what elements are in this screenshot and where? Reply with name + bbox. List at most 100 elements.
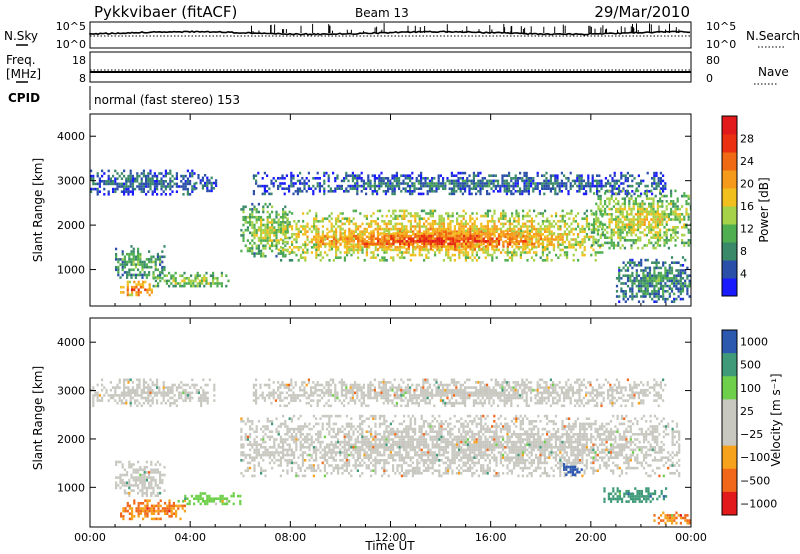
echo-cell xyxy=(413,187,416,190)
echo-cell xyxy=(284,230,287,233)
echo-cell xyxy=(568,240,571,244)
echo-cell xyxy=(641,210,644,213)
echo-cell xyxy=(362,184,365,188)
echo-cell xyxy=(482,227,485,231)
echo-cell xyxy=(389,182,392,185)
echo-cell xyxy=(279,226,282,229)
echo-cell xyxy=(570,246,573,249)
echo-cell xyxy=(356,179,359,183)
echo-cell xyxy=(150,460,153,464)
echo-cell xyxy=(449,230,452,233)
echo-cell xyxy=(253,252,256,255)
echo-cell xyxy=(204,181,207,185)
echo-cell xyxy=(588,227,591,231)
echo-cell xyxy=(315,256,318,259)
echo-cell xyxy=(653,287,656,290)
echo-cell xyxy=(156,187,159,191)
echo-cell xyxy=(608,213,611,216)
echo-cell xyxy=(135,507,138,510)
echo-cell xyxy=(268,221,271,224)
echo-cell xyxy=(163,268,166,272)
echo-cell xyxy=(464,246,467,249)
echo-cell xyxy=(318,190,321,193)
echo-cell xyxy=(139,468,142,472)
echo-cell xyxy=(128,293,131,297)
echo-cell xyxy=(388,247,391,251)
echo-cell xyxy=(187,279,190,283)
echo-cell xyxy=(674,189,677,193)
echo-cell xyxy=(541,246,544,249)
echo-cell xyxy=(478,227,481,231)
echo-cell xyxy=(617,233,620,237)
echo-cell xyxy=(597,194,600,198)
echo-cell xyxy=(609,182,612,185)
echo-cell xyxy=(559,220,562,223)
echo-cell xyxy=(271,226,274,229)
echo-cell xyxy=(173,177,176,180)
echo-cell xyxy=(394,214,397,218)
echo-cell xyxy=(116,401,119,405)
echo-cell xyxy=(517,230,520,233)
echo-cell xyxy=(172,277,175,280)
echo-cell xyxy=(103,182,106,186)
echo-cell xyxy=(501,174,504,177)
echo-cell xyxy=(544,235,547,239)
echo-cell xyxy=(162,174,165,178)
echo-cell xyxy=(291,243,294,246)
echo-cell xyxy=(631,284,634,288)
echo-cell xyxy=(148,476,151,479)
echo-cell xyxy=(186,187,189,191)
echo-cell xyxy=(533,242,536,246)
echo-cell xyxy=(159,476,162,479)
echo-cell xyxy=(114,182,117,186)
echo-cell xyxy=(275,231,278,235)
echo-cell xyxy=(661,236,664,239)
echo-cell xyxy=(162,185,165,188)
echo-cell xyxy=(299,225,302,228)
echo-cell xyxy=(114,399,117,402)
echo-cell xyxy=(169,396,172,400)
echo-cell xyxy=(354,177,357,180)
echo-cell xyxy=(656,244,659,247)
echo-cell xyxy=(268,215,271,219)
echo-cell xyxy=(506,245,509,248)
echo-cell xyxy=(592,238,595,241)
echo-cell xyxy=(156,468,159,472)
echo-cell xyxy=(522,242,525,246)
echo-cell xyxy=(147,180,150,183)
echo-cell xyxy=(302,248,305,252)
echo-cell xyxy=(204,174,207,177)
echo-cell xyxy=(128,268,131,272)
echo-cell xyxy=(129,378,132,382)
echo-cell xyxy=(137,252,140,256)
echo-cell xyxy=(266,239,269,242)
echo-cell xyxy=(567,190,570,193)
echo-cell xyxy=(242,208,245,211)
echo-cell xyxy=(550,240,553,244)
echo-cell xyxy=(150,258,153,261)
echo-cell xyxy=(333,237,336,240)
echo-cell xyxy=(659,274,663,277)
echo-cell xyxy=(158,388,161,392)
echo-cell xyxy=(163,279,166,283)
echo-cell xyxy=(599,210,602,213)
echo-cell xyxy=(506,242,509,246)
echo-cell xyxy=(359,238,362,241)
echo-cell xyxy=(635,277,638,280)
echo-cell xyxy=(180,174,183,178)
echo-cell xyxy=(650,231,653,234)
echo-cell xyxy=(306,225,309,228)
echo-cell xyxy=(396,232,399,235)
echo-cell xyxy=(148,273,151,277)
echo-cell xyxy=(617,207,620,211)
echo-cell xyxy=(645,244,648,247)
echo-cell xyxy=(458,233,461,236)
echo-cell xyxy=(348,220,351,223)
echo-cell xyxy=(523,190,526,193)
echo-cell xyxy=(670,192,673,195)
echo-cell xyxy=(490,174,493,177)
echo-cell xyxy=(398,179,401,183)
echo-cell xyxy=(461,184,464,188)
echo-cell xyxy=(324,234,327,238)
echo-cell xyxy=(667,202,670,206)
